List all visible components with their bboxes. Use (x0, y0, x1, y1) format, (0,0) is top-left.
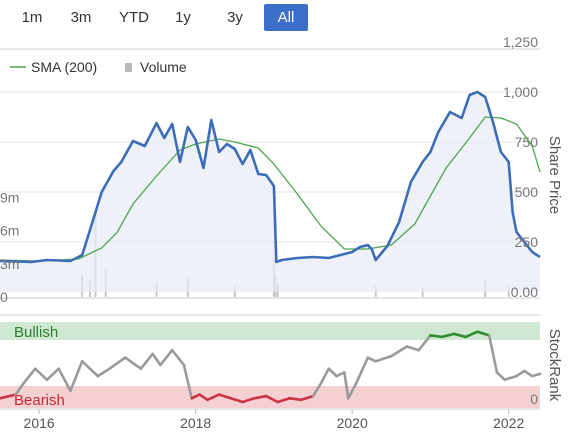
range-button-3m[interactable]: 3m (70, 9, 92, 26)
stockrank-segment-2 (22, 367, 37, 385)
volume-tick-label: 3m (0, 256, 19, 272)
range-button-1m[interactable]: 1m (21, 9, 43, 26)
stockrank-segment-20 (229, 396, 244, 404)
stockrank-segment-19 (217, 393, 233, 400)
stockrank-segment-33 (354, 356, 370, 385)
stockrank-segment-26 (300, 394, 315, 402)
stockrank-segment-16 (190, 393, 201, 400)
stockrank-segment-17 (198, 393, 209, 402)
x-tick-label: 2022 (493, 415, 524, 431)
stockrank-segment-23 (264, 394, 280, 404)
price-line (0, 90, 541, 264)
stockrank-segment-6 (69, 359, 84, 393)
stockrank-segment-12 (151, 352, 162, 367)
stockrank-segment-24 (276, 396, 291, 404)
volume-tick-label: 9m (0, 189, 19, 205)
price-tick-label: 500 (515, 184, 539, 200)
stockrank-segment-8 (96, 367, 111, 378)
stockrank-segment-28 (319, 367, 330, 385)
stockrank-segment-25 (288, 396, 303, 402)
stockrank-segment-14 (170, 348, 186, 367)
stockrank-segment-43 (476, 330, 491, 337)
price-tick-label: 750 (515, 134, 539, 150)
stockrank-segment-39 (429, 334, 444, 339)
range-button-3y[interactable]: 3y (227, 9, 243, 26)
stockrank-segment-27 (311, 382, 323, 398)
stockrank-segment-18 (206, 393, 221, 402)
bearish-label: Bearish (14, 392, 65, 409)
stockrank-segment-15 (182, 363, 194, 400)
stockrank-segment-9 (108, 356, 127, 371)
stockrank-segment-44 (487, 334, 499, 374)
x-tick-label: 2016 (24, 415, 55, 431)
stockrank-segment-11 (139, 352, 154, 371)
stockrank-segment-22 (253, 394, 268, 400)
stockrank-segment-1 (14, 382, 25, 396)
legend-volume-swatch (125, 63, 132, 72)
legend-volume-label: Volume (140, 59, 187, 75)
stockrank-segment-46 (503, 374, 518, 382)
price-tick-label: 1,000 (503, 84, 538, 100)
stockrank-segment-32 (346, 382, 358, 400)
volume-tick-label: 0 (0, 289, 8, 305)
volume-tick-label: 6m (0, 223, 19, 239)
range-button-ytd[interactable]: YTD (119, 9, 149, 26)
stockrank-segment-10 (123, 356, 143, 371)
stockrank-segment-13 (159, 348, 174, 367)
bullish-band (0, 322, 540, 340)
stockrank-segment-48 (523, 369, 534, 378)
price-axis-title: Share Price (546, 136, 563, 214)
stockrank-axis-title: StockRank (546, 329, 563, 402)
stockrank-segment-3 (33, 367, 49, 382)
price-tick-label: 250 (515, 234, 539, 250)
bullish-label: Bullish (14, 324, 58, 341)
stockrank-tick-label: 0 (530, 391, 538, 407)
stockrank-segment-30 (335, 371, 346, 378)
stockrank-segment-41 (452, 332, 467, 339)
stockrank-segment-34 (366, 356, 377, 363)
stockrank-segment-5 (57, 367, 72, 393)
stockrank-segment-4 (45, 367, 60, 382)
x-tick-label: 2018 (180, 415, 211, 431)
stockrank-segment-40 (440, 332, 456, 339)
stockrank-segment-35 (374, 354, 393, 363)
range-button-1y[interactable]: 1y (175, 9, 191, 26)
stockrank-segment-38 (417, 334, 432, 352)
x-tick-label: 2020 (337, 415, 368, 431)
stockrank-segment-29 (327, 367, 338, 378)
range-button-all[interactable]: All (264, 4, 308, 31)
stockrank-segment-36 (390, 345, 409, 358)
sma-line (0, 116, 541, 262)
stockrank-segment-0 (0, 393, 17, 400)
stockrank-segment-37 (405, 345, 420, 352)
stockrank-segment-21 (241, 396, 256, 404)
price-tick-label: 1,250 (503, 34, 538, 50)
legend-sma-label: SMA (200) (31, 59, 97, 75)
stockrank-segment-31 (343, 371, 350, 400)
stockrank-segment-49 (530, 372, 542, 378)
volume-bar-11 (421, 288, 424, 297)
stockrank-segment-47 (515, 369, 526, 378)
stockrank-segment-45 (495, 371, 507, 382)
stockrank-segment-42 (464, 330, 479, 339)
price-tick-label: 0.00 (511, 284, 538, 300)
stockrank-segment-7 (80, 359, 100, 378)
